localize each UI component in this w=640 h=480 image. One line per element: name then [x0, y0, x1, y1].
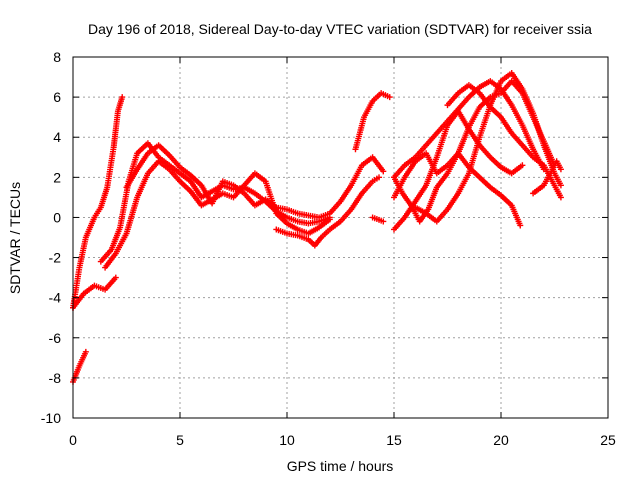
data-point-marker: [519, 162, 526, 169]
y-tick-label: -6: [49, 330, 62, 346]
data-point-marker: [119, 94, 126, 101]
series-track-3: [70, 274, 119, 311]
y-tick-label: -8: [49, 370, 62, 386]
data-point-marker: [380, 168, 387, 175]
data-point-marker: [380, 218, 387, 225]
series-track-8: [352, 90, 393, 153]
y-tick-label: 6: [53, 89, 61, 105]
data-point-marker: [386, 94, 393, 101]
series-track-5: [102, 158, 333, 271]
chart-title: Day 196 of 2018, Sidereal Day-to-day VTE…: [88, 21, 592, 37]
data-point-marker: [376, 174, 383, 181]
x-axis-ticks: 0 5 10 15 20 25: [69, 57, 616, 448]
series-track-9: [369, 214, 387, 225]
x-axis-label: GPS time / hours: [287, 458, 394, 474]
series-track-4: [97, 140, 333, 265]
y-tick-label: -2: [49, 250, 62, 266]
x-tick-label: 20: [493, 432, 509, 448]
y-axis-label: SDTVAR / TECUs: [7, 182, 23, 294]
x-tick-label: 10: [279, 432, 295, 448]
series-track-6: [123, 142, 387, 221]
y-axis-ticks: -10 -8 -6 -4 -2 0 2 4 6 8: [41, 49, 608, 426]
y-tick-label: -4: [49, 290, 62, 306]
y-tick-label: 0: [53, 209, 61, 225]
x-tick-label: 0: [69, 432, 77, 448]
data-marks: [70, 70, 564, 385]
x-tick-label: 15: [386, 432, 402, 448]
y-tick-label: 4: [53, 129, 61, 145]
y-tick-label: 2: [53, 169, 61, 185]
x-tick-label: 25: [600, 432, 616, 448]
x-tick-label: 5: [176, 432, 184, 448]
data-point-marker: [82, 348, 89, 355]
series-track-16: [530, 158, 564, 197]
series-track-15: [444, 82, 564, 201]
y-tick-label: 8: [53, 49, 61, 65]
data-point-marker: [557, 182, 564, 189]
series-track-13: [391, 78, 558, 225]
data-point-marker: [326, 216, 333, 223]
y-tick-label: -10: [41, 410, 61, 426]
series-track-7: [273, 174, 383, 249]
data-point-marker: [112, 274, 119, 281]
series-track-14: [412, 70, 564, 225]
data-point-marker: [557, 194, 564, 201]
data-point-marker: [557, 166, 564, 173]
data-point-marker: [517, 222, 524, 229]
plot-frame: [72, 56, 609, 419]
series-track-2: [70, 94, 126, 311]
